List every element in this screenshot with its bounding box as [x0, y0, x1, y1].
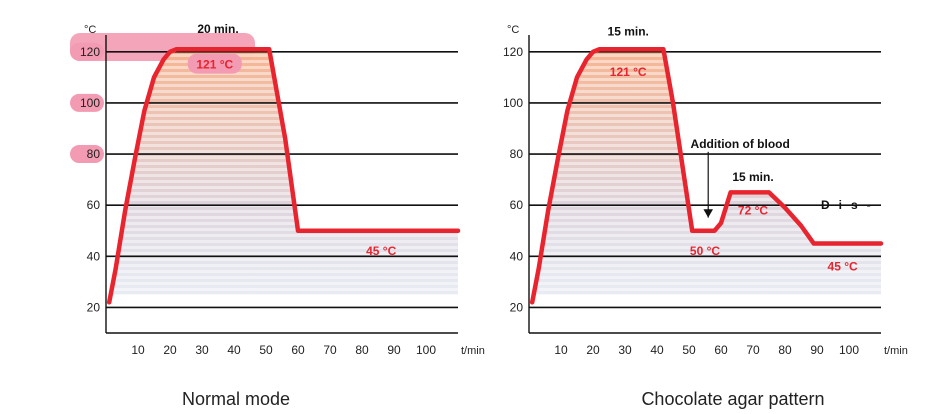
xtick-label-70: 70 [746, 343, 760, 357]
xtick-label-10: 10 [554, 343, 568, 357]
annotation-text-5: 50 °C [690, 244, 720, 258]
xtick-label-20: 20 [586, 343, 600, 357]
xtick-label-30: 30 [195, 343, 209, 357]
xtick-label-40: 40 [650, 343, 664, 357]
xtick-label-100: 100 [839, 343, 859, 357]
xtick-label-50: 50 [259, 343, 273, 357]
ytick-label-80: 80 [510, 147, 524, 161]
xtick-label-50: 50 [682, 343, 696, 357]
ytick-label-120: 120 [80, 45, 100, 59]
xtick-label-40: 40 [227, 343, 241, 357]
x-unit-label: t/min [884, 345, 908, 357]
ytick-label-120: 120 [503, 45, 523, 59]
temperature-curve [529, 46, 884, 305]
ytick-label-80: 80 [87, 147, 101, 161]
ytick-highlight-120 [70, 42, 104, 61]
ytick-label-60: 60 [510, 198, 524, 212]
temperature-curve [106, 46, 461, 305]
annotation-text-1: 121 °C [610, 65, 647, 79]
annotation-text-6: Dis- [821, 198, 880, 212]
ytick-label-100: 100 [503, 96, 523, 110]
y-unit-label: °C [84, 24, 96, 36]
ytick-label-40: 40 [87, 249, 101, 263]
annotation-text-0: 20 min. [197, 22, 238, 36]
chart-caption: Normal mode [182, 389, 290, 409]
temperature-area-stripes [532, 49, 881, 334]
xtick-label-80: 80 [355, 343, 369, 357]
ytick-label-20: 20 [510, 300, 524, 314]
xtick-label-60: 60 [291, 343, 305, 357]
xtick-label-30: 30 [618, 343, 632, 357]
annotation-text-3: 15 min. [732, 170, 773, 184]
annotation-badge-1 [187, 53, 242, 74]
ytick-highlight-80 [70, 145, 104, 164]
annotation-text-7: 45 °C [828, 260, 858, 274]
annotation-text-0: 15 min. [608, 24, 649, 38]
chart-normal-mode: 20 40 60 80 100 120 °C 10 20 30 40 50 60 70 80 90 100 t/m… [70, 22, 485, 409]
xtick-label-70: 70 [323, 343, 337, 357]
ytick-label-40: 40 [510, 249, 524, 263]
y-unit-label: °C [507, 24, 519, 36]
xtick-label-90: 90 [810, 343, 824, 357]
ytick-label-100: 100 [80, 96, 100, 110]
chart-caption: Chocolate agar pattern [641, 389, 824, 409]
annotation-text-1: 121 °C [196, 58, 233, 72]
ytick-label-60: 60 [87, 198, 101, 212]
xtick-label-10: 10 [131, 343, 145, 357]
xtick-label-100: 100 [416, 343, 436, 357]
chart-chocolate-agar-pattern: 20 40 60 80 100 120 °C 10 20 30 40 50 60 70 80 90 100 t/m… [503, 24, 908, 409]
x-unit-label: t/min [461, 345, 485, 357]
temperature-area-stripes [109, 49, 458, 334]
ytick-label-20: 20 [87, 300, 101, 314]
annotation-text-2: 45 °C [366, 244, 396, 258]
xtick-label-20: 20 [163, 343, 177, 357]
annotation-text-4: 72 °C [738, 203, 768, 217]
annotation-text-2: Addition of blood [691, 137, 790, 151]
xtick-label-80: 80 [778, 343, 792, 357]
xtick-label-90: 90 [387, 343, 401, 357]
xtick-label-60: 60 [714, 343, 728, 357]
ytick-highlight-100 [70, 93, 104, 112]
